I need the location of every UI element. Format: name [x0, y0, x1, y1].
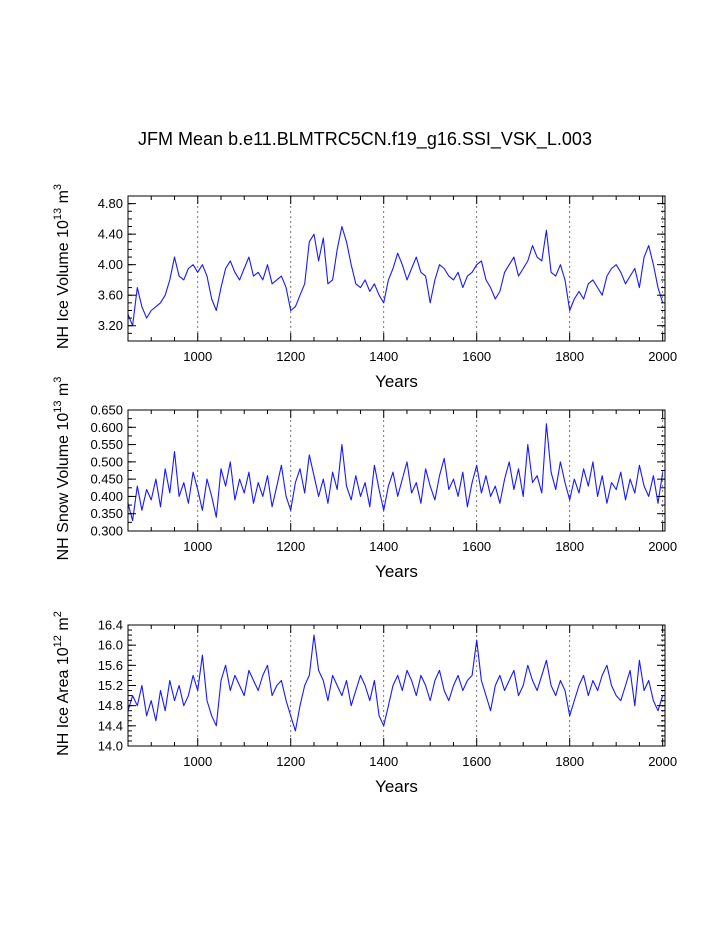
y-axis-label-unit-exponent: 3 — [52, 377, 64, 383]
plot-frame — [127, 195, 666, 342]
y-axis-label: NH Snow Volume 1013 m3 — [52, 377, 72, 561]
x-tick-label: 1200 — [276, 349, 305, 364]
panel-2: 1000 1200 1400 1600 1800 2000 0.300 0.350 0.400 0… — [52, 377, 677, 581]
x-axis-label: Years — [375, 562, 418, 581]
y-tick-label: 15.6 — [98, 658, 123, 673]
y-tick-label: 4.00 — [98, 257, 123, 272]
y-axis-label-exponent: 13 — [52, 208, 64, 220]
y-tick-label: 14.8 — [98, 698, 123, 713]
y-tick-label: 0.450 — [90, 472, 123, 487]
x-tick-label: 1400 — [369, 349, 398, 364]
y-axis-label-unit: m — [55, 617, 72, 635]
x-tick-label: 2000 — [648, 349, 677, 364]
y-tick-label: 0.500 — [90, 454, 123, 469]
x-tick-label: 1800 — [555, 349, 584, 364]
y-axis-label-unit: m — [55, 190, 72, 208]
x-tick-label: 1000 — [183, 349, 212, 364]
y-axis-label-unit-exponent: 2 — [52, 611, 64, 617]
x-tick-label: 1000 — [183, 539, 212, 554]
y-tick-label: 16.4 — [98, 618, 123, 633]
series-line — [127, 634, 664, 732]
y-tick-label: 15.2 — [98, 678, 123, 693]
y-tick-label: 0.350 — [90, 506, 123, 521]
y-axis-label-text: NH Ice Volume 10 — [55, 220, 72, 349]
panel-3: 1000 1200 1400 1600 1800 2000 14.0 14.4 14.8 15.2… — [52, 611, 677, 796]
panels: 1000 1200 1400 1600 1800 2000 3.20 3.60 4.00 4.40… — [52, 184, 677, 796]
x-axis-label: Years — [375, 372, 418, 391]
x-tick-label: 2000 — [648, 539, 677, 554]
x-axis-label: Years — [375, 777, 418, 796]
x-tick-label: 1400 — [369, 539, 398, 554]
series-line — [127, 423, 664, 522]
y-tick-label: 0.400 — [90, 489, 123, 504]
y-tick-label: 4.80 — [98, 196, 123, 211]
x-tick-label: 1200 — [276, 754, 305, 769]
y-axis-label: NH Ice Area 1012 m2 — [52, 611, 72, 756]
y-tick-label: 3.20 — [98, 318, 123, 333]
y-axis-label: NH Ice Volume 1013 m3 — [52, 184, 72, 349]
y-axis-label-exponent: 12 — [52, 635, 64, 647]
y-axis-label-text: NH Snow Volume 10 — [55, 413, 72, 561]
x-tick-label: 1200 — [276, 539, 305, 554]
x-tick-label: 1400 — [369, 754, 398, 769]
x-tick-label: 1800 — [555, 754, 584, 769]
figure-title: JFM Mean b.e11.BLMTRC5CN.f19_g16.SSI_VSK… — [138, 129, 592, 150]
y-tick-label: 0.550 — [90, 437, 123, 452]
x-tick-label: 1800 — [555, 539, 584, 554]
x-tick-label: 1600 — [462, 349, 491, 364]
series-line — [127, 225, 664, 327]
x-tick-label: 1600 — [462, 754, 491, 769]
y-axis-label-text: NH Ice Area 10 — [55, 647, 72, 756]
y-tick-label: 4.40 — [98, 227, 123, 242]
y-tick-label: 3.60 — [98, 288, 123, 303]
y-tick-label: 14.4 — [98, 718, 123, 733]
x-tick-label: 1000 — [183, 754, 212, 769]
y-tick-label: 14.0 — [98, 739, 123, 754]
y-tick-label: 0.650 — [90, 403, 123, 418]
x-tick-label: 2000 — [648, 754, 677, 769]
plot-frame — [127, 624, 666, 747]
y-tick-label: 0.600 — [90, 420, 123, 435]
y-tick-label: 16.0 — [98, 638, 123, 653]
y-axis-label-unit-exponent: 3 — [52, 184, 64, 190]
y-axis-label-unit: m — [55, 383, 72, 401]
y-tick-label: 0.300 — [90, 524, 123, 539]
panel-1: 1000 1200 1400 1600 1800 2000 3.20 3.60 4.00 4.40… — [52, 184, 677, 391]
y-axis-label-exponent: 13 — [52, 401, 64, 413]
x-tick-label: 1600 — [462, 539, 491, 554]
